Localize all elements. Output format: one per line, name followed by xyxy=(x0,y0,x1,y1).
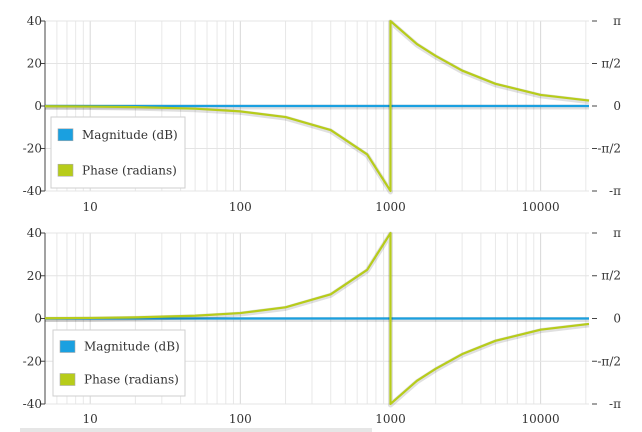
phase-line xyxy=(44,19,590,193)
legend: Magnitude (dB) Phase (radians) xyxy=(52,329,186,397)
legend-swatch-phase xyxy=(59,373,76,386)
legend: Magnitude (dB) Phase (radians) xyxy=(50,116,186,189)
x-tick-label: 1000 xyxy=(375,200,406,214)
x-tick-label: 10000 xyxy=(522,200,560,214)
y-tick-label-right: -π xyxy=(609,397,621,411)
y-tick-label-right: π/2 xyxy=(601,56,621,70)
legend-label: Phase (radians) xyxy=(82,163,177,177)
x-tick-label: 10 xyxy=(83,412,98,426)
y-tick-label-right: -π xyxy=(609,184,621,198)
x-tick-label: 100 xyxy=(229,200,252,214)
x-tick-label: 100 xyxy=(229,412,252,426)
chart-2: 40 20 0 -20 -40 π π/2 0 -π/2 -π 10 100 1000 10000 Magn… xyxy=(23,226,621,426)
legend-swatch-magnitude xyxy=(57,128,74,142)
y-tick-label-left: -40 xyxy=(23,397,42,411)
phase-line xyxy=(44,231,590,406)
y-tick-label-right: π xyxy=(613,226,621,240)
x-tick-label: 10 xyxy=(83,200,98,214)
x-tick-label: 10000 xyxy=(522,412,560,426)
legend-swatch-phase xyxy=(57,163,74,177)
y-tick-label-left: -40 xyxy=(23,184,42,198)
legend-label: Phase (radians) xyxy=(84,373,179,387)
y-tick-label-left: 20 xyxy=(27,57,42,71)
y-tick-label-right: 0 xyxy=(613,312,621,326)
y-tick-label-right: -π/2 xyxy=(597,354,621,368)
y-tick-label-left: 40 xyxy=(27,14,42,28)
legend-box xyxy=(50,116,186,189)
horizontal-scrollbar[interactable] xyxy=(20,428,372,432)
y-tick-label-left: 40 xyxy=(27,226,42,240)
y-tick-label-right: 0 xyxy=(613,99,621,113)
legend-swatch-magnitude xyxy=(59,340,76,353)
y-tick-label-left: -20 xyxy=(23,142,42,156)
y-tick-label-left: -20 xyxy=(23,354,42,368)
y-tick-label-right: -π/2 xyxy=(597,142,621,156)
chart-1: 40 20 0 -20 -40 π π/2 0 -π/2 -π 10 100 1000 10000 Magn… xyxy=(23,14,621,214)
y-tick-label-left: 20 xyxy=(27,269,42,283)
y-tick-label-right: π/2 xyxy=(601,269,621,283)
legend-label: Magnitude (dB) xyxy=(82,128,178,142)
y-tick-label-left: 0 xyxy=(34,312,42,326)
legend-label: Magnitude (dB) xyxy=(84,340,180,354)
y-tick-label-left: 0 xyxy=(34,99,42,113)
x-tick-label: 1000 xyxy=(375,412,406,426)
y-tick-label-right: π xyxy=(613,14,621,28)
